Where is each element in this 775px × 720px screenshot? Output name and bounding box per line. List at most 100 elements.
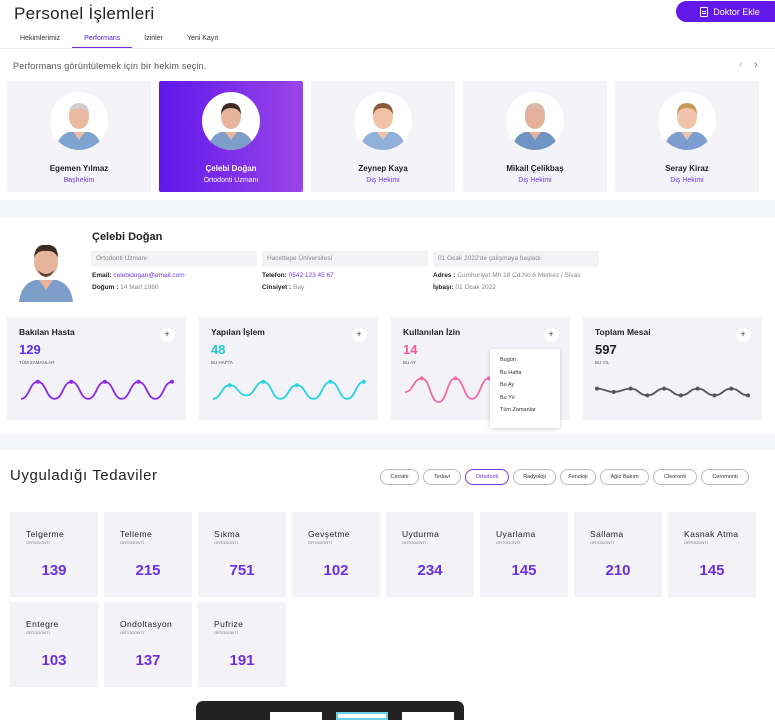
treatment-category: ORTODONTİ: [684, 540, 708, 545]
treatment-count: 191: [229, 652, 255, 669]
scrubs-shape: [56, 132, 102, 150]
treatment-name: Sallama: [590, 529, 624, 539]
neck-shape: [73, 132, 85, 140]
doctor-photo: [658, 92, 716, 150]
stat-value: 48: [211, 342, 226, 357]
treatment-name: Telgerme: [26, 529, 65, 539]
chevron-right-icon[interactable]: ›: [754, 59, 758, 71]
sparkline-point: [35, 379, 40, 384]
doctor-card[interactable]: Çelebi Doğan Ortodonti Uzmanı: [159, 81, 303, 192]
treatment-card[interactable]: Ondoltasyon ORTODONTİ 137: [104, 602, 192, 687]
neck-shape: [681, 132, 693, 140]
treatment-card[interactable]: Telleme ORTODONTİ 215: [104, 512, 192, 597]
period-option[interactable]: Bu Ay: [500, 382, 515, 388]
doctor-card-role: Ortodonti Uzmanı: [203, 177, 259, 184]
neck-shape: [529, 132, 541, 140]
treatment-card[interactable]: Entegre ORTODONTİ 103: [10, 602, 98, 687]
scrubs-shape: [360, 132, 406, 150]
filter-chip[interactable]: Ceromonti: [701, 469, 749, 485]
plus-icon[interactable]: +: [352, 328, 366, 342]
plus-icon[interactable]: +: [544, 328, 558, 342]
page-title: Personel İşlemleri: [14, 4, 155, 23]
filter-chip[interactable]: Ağız Bakım: [600, 469, 649, 485]
sparkline-point: [645, 393, 650, 398]
treatment-count: 215: [135, 562, 161, 579]
gender-row: Cinsiyet : Bay: [262, 284, 304, 291]
treatment-count: 102: [323, 562, 349, 579]
filter-chip[interactable]: Cerrahi: [380, 469, 419, 485]
doctor-card[interactable]: Egemen Yılmaz Başhekim: [7, 81, 151, 192]
hair-shape: [69, 103, 89, 115]
scrubs-shape: [664, 132, 710, 150]
filter-chip[interactable]: Radyoloji: [513, 469, 556, 485]
sparkline-point: [453, 376, 458, 381]
doctor-card[interactable]: Zeynep Kaya Diş Hekimi: [311, 81, 455, 192]
doctor-portrait: [664, 103, 710, 150]
plus-icon[interactable]: +: [160, 328, 174, 342]
school-field: Hacettepe Üniversitesi: [262, 251, 428, 267]
sparkline-chart: [212, 379, 366, 400]
treatment-card[interactable]: Pufrize ORTODONTİ 191: [198, 602, 286, 687]
treatment-card[interactable]: Sıkma ORTODONTİ 751: [198, 512, 286, 597]
sparkline-point: [69, 379, 74, 384]
treatment-card[interactable]: Telgerme ORTODONTİ 139: [10, 512, 98, 597]
hire-row: İşbaşı: 01 Ocak 2022: [433, 284, 496, 291]
treatment-card[interactable]: Uyarlama ORTODONTİ 145: [480, 512, 568, 597]
tab-performans[interactable]: Performans: [72, 31, 133, 49]
tab-hekimlerimiz[interactable]: Hekimlerimiz: [20, 35, 61, 42]
treatment-card[interactable]: Uydurma ORTODONTİ 234: [386, 512, 474, 597]
filter-chip[interactable]: Cleoronti: [653, 469, 697, 485]
tab-yeni-kayit[interactable]: Yeni Kayıt: [186, 35, 219, 42]
period-option[interactable]: Bugün: [500, 357, 516, 363]
chevron-left-icon[interactable]: ‹: [739, 59, 743, 71]
treatment-name: Ondoltasyon: [120, 619, 173, 629]
doctor-card[interactable]: Mikail Çelikbaş Diş Hekimi: [463, 81, 607, 192]
treatment-count: 103: [41, 652, 67, 669]
doctor-card-role: Diş Hekimi: [670, 177, 704, 184]
stat-card: Bakılan Hasta 129 TÜM ZAMANLAR +: [7, 317, 186, 420]
phone-link[interactable]: 0542 123 45 67: [288, 272, 334, 279]
sparkline-point: [486, 376, 491, 381]
treatment-name: Telleme: [120, 529, 153, 539]
face-shape: [525, 105, 545, 129]
treatment-card[interactable]: Sallama ORTODONTİ 210: [574, 512, 662, 597]
sparkline-point: [729, 386, 734, 391]
tab-izinler[interactable]: İzinler: [144, 35, 163, 42]
treatment-category: ORTODONTİ: [26, 540, 50, 545]
doctor-profile-section: Çelebi Doğan Ortodonti Uzmanı Hacettepe …: [0, 217, 775, 434]
stat-card: Toplam Mesai 597 BU YIL +: [583, 317, 762, 420]
hair-shape: [525, 103, 545, 115]
treatment-count: 145: [699, 562, 725, 579]
treatment-card[interactable]: Kasnak Atma ORTODONTİ 145: [668, 512, 756, 597]
treatment-card[interactable]: Gevşetme ORTODONTİ 102: [292, 512, 380, 597]
plus-icon[interactable]: +: [736, 328, 750, 342]
sparkline-point: [261, 379, 266, 384]
specialty-field: Ortodonti Uzmanı: [91, 251, 257, 267]
filter-chip[interactable]: Fenoloji: [560, 469, 596, 485]
treatment-category: ORTODONTİ: [308, 540, 332, 545]
sparkline-point: [678, 393, 683, 398]
doctor-card[interactable]: Seray Kiraz Diş Hekimi: [615, 81, 759, 192]
select-doctor-hint: Performans görüntülemek için bir hekim s…: [13, 61, 207, 71]
sparkline-point: [746, 393, 750, 398]
period-option[interactable]: Bu Yıl: [500, 394, 515, 401]
sparkline-point: [662, 386, 667, 391]
neck-shape: [225, 132, 237, 140]
sparkline-point: [611, 390, 616, 394]
period-dropdown: Bugün Bu Hafta Bu Ay Bu Yıl Tüm Zamanlar: [490, 349, 560, 428]
face-shape: [677, 105, 697, 129]
add-doctor-button[interactable]: Doktor Ekle: [676, 1, 775, 22]
filter-chip[interactable]: Ortodonti: [465, 469, 509, 485]
doctor-card-role: Başhekim: [63, 177, 95, 184]
sparkline-point: [712, 393, 717, 398]
stat-title: Toplam Mesai: [595, 327, 651, 337]
email-label: Email:: [92, 272, 112, 279]
filter-chip[interactable]: Tedavi: [423, 469, 461, 485]
email-link[interactable]: celebidogan@email.com: [113, 272, 185, 279]
period-option[interactable]: Tüm Zamanlar: [500, 407, 536, 413]
doctor-card-role: Diş Hekimi: [366, 177, 400, 184]
period-option[interactable]: Bu Hafta: [500, 369, 522, 376]
document-icon: [700, 6, 709, 17]
gender-value: Bay: [293, 284, 305, 291]
hire-label: İşbaşı:: [433, 284, 454, 291]
